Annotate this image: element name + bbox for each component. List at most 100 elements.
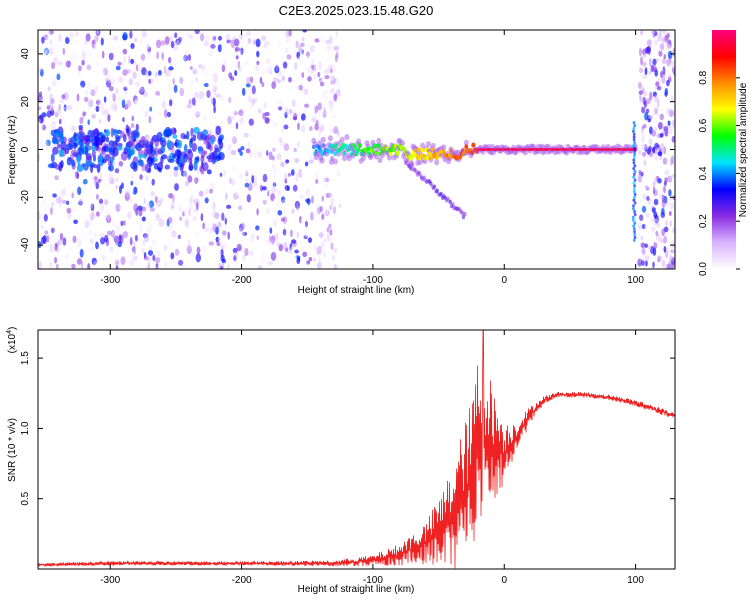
noise-speck [70, 125, 76, 132]
noise-speck [298, 84, 303, 91]
signal-halo [400, 140, 405, 147]
noise-speck [218, 35, 222, 41]
noise-speck [143, 176, 148, 182]
noise-speck [85, 33, 91, 42]
signal-halo [430, 142, 436, 149]
noise-speck [132, 95, 138, 105]
x-tick-label: -100 [363, 575, 383, 586]
noise-speck [273, 132, 277, 138]
noise-speck [79, 175, 85, 183]
noise-speck [178, 36, 183, 43]
noise-speck [658, 193, 663, 199]
noise-speck [254, 252, 260, 259]
noise-speck [166, 208, 171, 214]
noise-speck [317, 63, 322, 72]
cutoff-mark [632, 218, 635, 222]
noise-speck [326, 259, 332, 265]
noise-speck [156, 199, 162, 208]
noise-speck [238, 237, 244, 244]
noise-speck [217, 44, 222, 53]
noise-speck [648, 70, 652, 75]
noise-speck [163, 109, 168, 118]
noise-speck [225, 192, 228, 200]
noise-speck [207, 129, 213, 136]
noise-speck [314, 213, 320, 219]
noise-speck [38, 114, 44, 124]
noise-speck [652, 58, 657, 66]
noise-speck [669, 201, 675, 210]
noise-speck [653, 211, 658, 219]
signal-halo [327, 135, 333, 142]
noise-speck [148, 115, 152, 124]
branch-mark [460, 210, 464, 216]
noise-speck [61, 94, 66, 100]
noise-speck [288, 172, 291, 177]
noise-speck [306, 260, 311, 265]
noise-speck [259, 184, 263, 192]
noise-speck [217, 235, 222, 245]
noise-speck [333, 247, 338, 253]
noise-speck [286, 185, 290, 191]
noise-speck [106, 246, 110, 252]
noise-speck [38, 154, 41, 163]
noise-speck [298, 43, 302, 50]
noise-speck [168, 222, 172, 232]
noise-band-speck [157, 147, 162, 155]
noise-speck [641, 134, 645, 143]
noise-speck [38, 43, 43, 49]
noise-band-speck [92, 155, 97, 162]
noise-speck [663, 146, 667, 155]
noise-speck [317, 71, 321, 78]
noise-speck [653, 94, 659, 103]
noise-speck [102, 172, 108, 182]
noise-speck [256, 50, 260, 58]
noise-band-speck [82, 163, 89, 171]
noise-speck [649, 152, 654, 158]
noise-speck [255, 38, 261, 48]
noise-speck [221, 258, 226, 264]
noise-speck [169, 99, 173, 107]
noise-speck [182, 211, 185, 217]
snr-line [38, 330, 675, 569]
noise-speck [95, 241, 99, 250]
signal-halo [322, 143, 327, 150]
noise-speck [295, 222, 301, 229]
noise-speck [332, 78, 337, 84]
noise-speck [238, 227, 243, 235]
noise-speck [79, 248, 84, 258]
noise-speck [285, 159, 290, 164]
noise-speck [96, 145, 101, 152]
noise-speck [77, 186, 82, 196]
noise-speck [195, 210, 199, 219]
noise-speck [103, 40, 107, 50]
noise-speck [90, 174, 95, 182]
x-tick-label: 0 [501, 575, 507, 586]
noise-speck [97, 98, 101, 108]
noise-speck [292, 157, 298, 164]
noise-speck [256, 182, 259, 192]
noise-band-speck [154, 138, 159, 148]
noise-speck [652, 186, 656, 194]
noise-speck [647, 46, 651, 56]
noise-speck [232, 247, 238, 254]
noise-speck [310, 58, 315, 66]
noise-speck [653, 39, 659, 46]
noise-speck [109, 246, 114, 253]
noise-speck [188, 201, 193, 211]
noise-speck [317, 102, 322, 111]
noise-speck [667, 50, 673, 60]
noise-speck [334, 54, 339, 63]
noise-speck [223, 143, 229, 153]
colorbar: 0.00.20.40.60.8 Normalized spectral ampl… [698, 30, 749, 276]
noise-speck [325, 39, 330, 45]
noise-speck [91, 114, 97, 119]
noise-speck [213, 105, 216, 114]
noise-band-speck [54, 131, 59, 139]
noise-speck [54, 242, 58, 252]
noise-speck [265, 66, 268, 75]
signal-mark [358, 143, 362, 148]
noise-speck [156, 39, 162, 49]
noise-speck [203, 245, 207, 252]
cutoff-mark [633, 201, 637, 205]
noise-speck [291, 99, 296, 108]
